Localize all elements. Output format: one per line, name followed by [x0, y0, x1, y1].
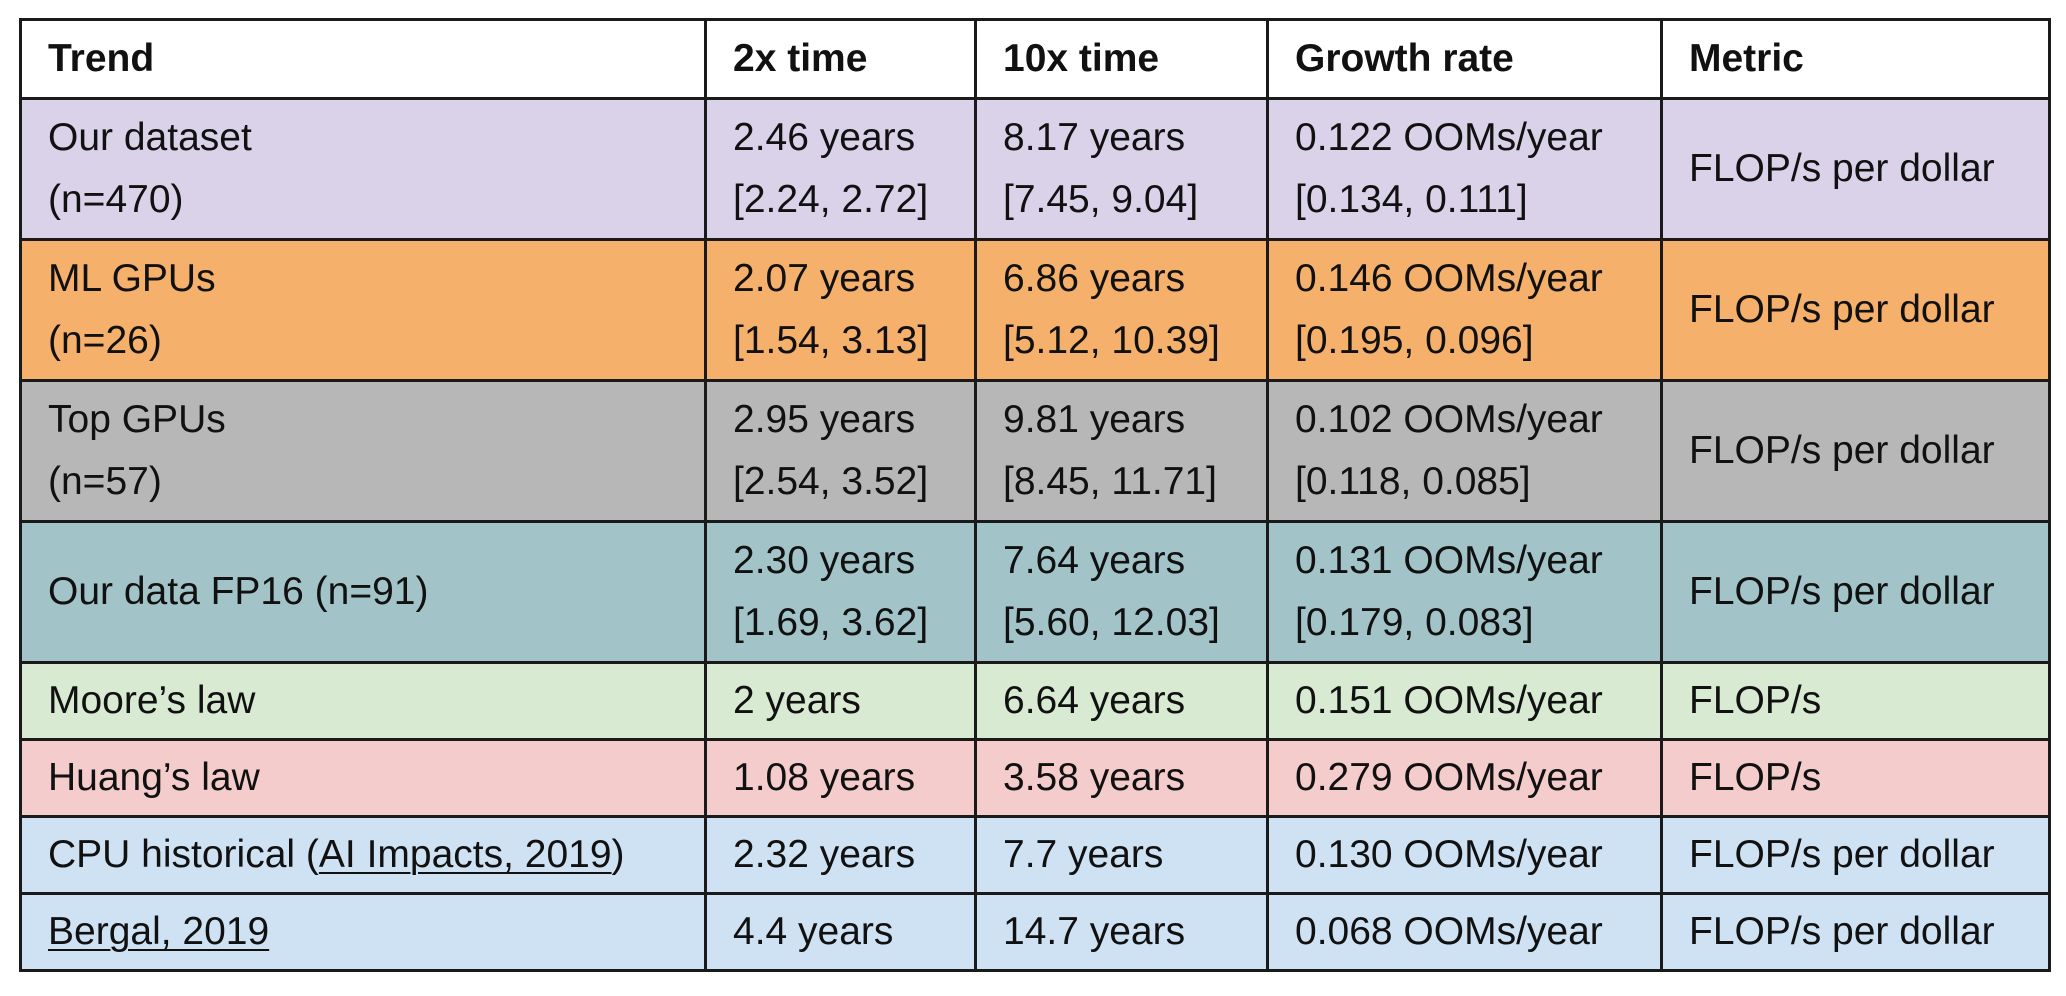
- header-growth-rate: Growth rate: [1266, 18, 1663, 100]
- header-trend: Trend: [19, 18, 707, 100]
- ten-x-interval: [7.45, 9.04]: [1003, 178, 1199, 221]
- two-x-time-cell: 4.4 years: [704, 892, 977, 972]
- growth-interval: [0.179, 0.083]: [1295, 601, 1534, 644]
- two-x-time-cell: 1.08 years: [704, 738, 977, 818]
- metric-cell: FLOP/s per dollar: [1660, 97, 2051, 241]
- growth-rate-cell: 0.146 OOMs/year [0.195, 0.096]: [1266, 238, 1663, 382]
- two-x-value: 2.30 years: [733, 539, 916, 582]
- growth-value: 0.146 OOMs/year: [1295, 257, 1603, 300]
- metric-cell: FLOP/s per dollar: [1660, 520, 2051, 664]
- table-row: CPU historical (AI Impacts, 2019) 2.32 y…: [19, 815, 2051, 895]
- two-x-time-cell: 2.46 years [2.24, 2.72]: [704, 97, 977, 241]
- two-x-interval: [2.54, 3.52]: [733, 460, 929, 503]
- trend-sample-size: (n=26): [48, 319, 162, 362]
- two-x-interval: [1.69, 3.62]: [733, 601, 929, 644]
- two-x-value: 2.95 years: [733, 398, 916, 441]
- growth-value: 0.102 OOMs/year: [1295, 398, 1603, 441]
- ten-x-time-cell: 9.81 years [8.45, 11.71]: [974, 379, 1269, 523]
- two-x-time-cell: 2.32 years: [704, 815, 977, 895]
- table-row: Huang’s law 1.08 years 3.58 years 0.279 …: [19, 738, 2051, 818]
- metric-cell: FLOP/s: [1660, 661, 2051, 741]
- ten-x-time-cell: 3.58 years: [974, 738, 1269, 818]
- growth-interval: [0.195, 0.096]: [1295, 319, 1534, 362]
- growth-rate-cell: 0.122 OOMs/year [0.134, 0.111]: [1266, 97, 1663, 241]
- two-x-interval: [2.24, 2.72]: [733, 178, 929, 221]
- ai-impacts-citation-link[interactable]: AI Impacts, 2019: [318, 833, 612, 876]
- table-row: Our data FP16 (n=91) 2.30 years [1.69, 3…: [19, 520, 2051, 664]
- ten-x-interval: [5.12, 10.39]: [1003, 319, 1220, 362]
- growth-value: 0.122 OOMs/year: [1295, 116, 1603, 159]
- growth-rate-cell: 0.151 OOMs/year: [1266, 661, 1663, 741]
- trend-cell: ML GPUs (n=26): [19, 238, 707, 382]
- trend-name: Our data FP16 (n=91): [48, 570, 429, 613]
- trend-suffix: ): [611, 833, 625, 876]
- ten-x-time-cell: 6.64 years: [974, 661, 1269, 741]
- growth-interval: [0.134, 0.111]: [1295, 178, 1528, 221]
- header-2x-time: 2x time: [704, 18, 977, 100]
- two-x-interval: [1.54, 3.13]: [733, 319, 929, 362]
- two-x-time-cell: 2.95 years [2.54, 3.52]: [704, 379, 977, 523]
- table-row: ML GPUs (n=26) 2.07 years [1.54, 3.13] 6…: [19, 238, 2051, 382]
- header-metric: Metric: [1660, 18, 2051, 100]
- ten-x-interval: [8.45, 11.71]: [1003, 460, 1217, 503]
- metric-cell: FLOP/s per dollar: [1660, 815, 2051, 895]
- two-x-value: 2.46 years: [733, 116, 916, 159]
- header-row: Trend 2x time 10x time Growth rate Metri…: [19, 18, 2051, 100]
- table-row: Moore’s law 2 years 6.64 years 0.151 OOM…: [19, 661, 2051, 741]
- trend-sample-size: (n=470): [48, 178, 184, 221]
- trend-cell: Our data FP16 (n=91): [19, 520, 707, 664]
- ten-x-value: 8.17 years: [1003, 116, 1186, 159]
- table-row: Top GPUs (n=57) 2.95 years [2.54, 3.52] …: [19, 379, 2051, 523]
- header-10x-time: 10x time: [974, 18, 1269, 100]
- trend-comparison-table: Trend 2x time 10x time Growth rate Metri…: [19, 18, 2051, 972]
- table-row: Our dataset (n=470) 2.46 years [2.24, 2.…: [19, 97, 2051, 241]
- trend-cell: Our dataset (n=470): [19, 97, 707, 241]
- metric-cell: FLOP/s per dollar: [1660, 379, 2051, 523]
- growth-rate-cell: 0.102 OOMs/year [0.118, 0.085]: [1266, 379, 1663, 523]
- trend-name: Our dataset: [48, 116, 252, 159]
- metric-cell: FLOP/s: [1660, 738, 2051, 818]
- trend-prefix: CPU historical (: [48, 833, 319, 876]
- ten-x-time-cell: 8.17 years [7.45, 9.04]: [974, 97, 1269, 241]
- ten-x-time-cell: 7.7 years: [974, 815, 1269, 895]
- growth-rate-cell: 0.279 OOMs/year: [1266, 738, 1663, 818]
- bergal-citation-link[interactable]: Bergal, 2019: [48, 910, 270, 953]
- trend-cell: Top GPUs (n=57): [19, 379, 707, 523]
- ten-x-time-cell: 14.7 years: [974, 892, 1269, 972]
- metric-cell: FLOP/s per dollar: [1660, 892, 2051, 972]
- two-x-value: 2.07 years: [733, 257, 916, 300]
- ten-x-interval: [5.60, 12.03]: [1003, 601, 1220, 644]
- growth-rate-cell: 0.131 OOMs/year [0.179, 0.083]: [1266, 520, 1663, 664]
- trend-name: Top GPUs: [48, 398, 226, 441]
- trend-cell: Bergal, 2019: [19, 892, 707, 972]
- growth-value: 0.131 OOMs/year: [1295, 539, 1603, 582]
- ten-x-time-cell: 7.64 years [5.60, 12.03]: [974, 520, 1269, 664]
- table-row: Bergal, 2019 4.4 years 14.7 years 0.068 …: [19, 892, 2051, 972]
- growth-rate-cell: 0.068 OOMs/year: [1266, 892, 1663, 972]
- ten-x-time-cell: 6.86 years [5.12, 10.39]: [974, 238, 1269, 382]
- growth-interval: [0.118, 0.085]: [1295, 460, 1531, 503]
- two-x-time-cell: 2.07 years [1.54, 3.13]: [704, 238, 977, 382]
- two-x-time-cell: 2.30 years [1.69, 3.62]: [704, 520, 977, 664]
- metric-cell: FLOP/s per dollar: [1660, 238, 2051, 382]
- growth-rate-cell: 0.130 OOMs/year: [1266, 815, 1663, 895]
- trend-cell: Moore’s law: [19, 661, 707, 741]
- trend-cell: Huang’s law: [19, 738, 707, 818]
- ten-x-value: 6.86 years: [1003, 257, 1186, 300]
- ten-x-value: 9.81 years: [1003, 398, 1186, 441]
- ten-x-value: 7.64 years: [1003, 539, 1186, 582]
- two-x-time-cell: 2 years: [704, 661, 977, 741]
- trend-cell: CPU historical (AI Impacts, 2019): [19, 815, 707, 895]
- trend-sample-size: (n=57): [48, 460, 162, 503]
- trend-name: ML GPUs: [48, 257, 216, 300]
